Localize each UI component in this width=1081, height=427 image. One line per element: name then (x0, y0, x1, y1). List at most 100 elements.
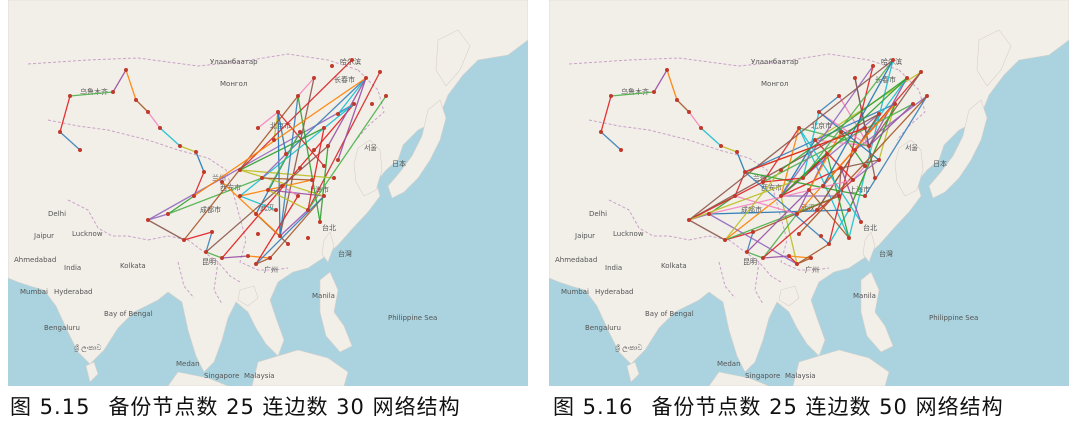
network-node (743, 170, 747, 174)
place-label: ශ්‍රී ලංකාව (74, 344, 101, 353)
map-panel[interactable]: 乌鲁木齐兰州西安市成都市昆明武汉广州北京市上海市哈尔滨长春市台北서울日本Монг… (549, 0, 1069, 386)
land-layer (549, 0, 1069, 386)
network-node (296, 94, 300, 98)
network-node (336, 112, 340, 116)
network-node (146, 110, 150, 114)
network-edge (239, 179, 313, 197)
network-edge (762, 213, 798, 259)
network-node (925, 94, 929, 98)
map-panel[interactable]: 乌鲁木齐兰州西安市成都市昆明武汉广州北京市上海市哈尔滨长春市台北서울日本Монг… (8, 0, 528, 386)
place-label: Bay of Bengal (104, 310, 153, 318)
network-edge (724, 169, 782, 241)
place-label: Kolkata (120, 262, 146, 270)
network-edge (746, 251, 764, 259)
place-label: Улаанбаатар (210, 58, 258, 66)
landmass (8, 0, 528, 373)
network-node (905, 76, 909, 80)
network-edge (600, 131, 622, 151)
place-label: Philippine Sea (929, 314, 978, 322)
network-node (707, 212, 711, 216)
network-edge (267, 131, 301, 191)
landmass (860, 271, 894, 353)
network-node (238, 194, 242, 198)
landmass (251, 349, 349, 386)
network-node (384, 94, 388, 98)
network-edge (676, 99, 690, 113)
network-edge (147, 111, 161, 129)
network-edge (818, 111, 870, 147)
landmass (778, 285, 800, 307)
network-node (350, 58, 354, 62)
network-edge (239, 195, 277, 211)
network-node (330, 64, 334, 68)
land-layer (8, 0, 528, 386)
network-edge (736, 151, 746, 173)
landmass (928, 99, 988, 199)
network-node (272, 138, 276, 142)
network-nodes (58, 58, 388, 266)
network-node (310, 178, 314, 182)
place-label: Mumbai (20, 288, 48, 296)
network-node (761, 256, 765, 260)
network-edge (724, 195, 782, 241)
network-node (863, 194, 867, 198)
landmass (976, 29, 1012, 87)
place-label: Bengaluru (44, 324, 80, 332)
network-node (286, 242, 290, 246)
place-label: ශ්‍රී ලංකාව (615, 344, 642, 353)
network-node (687, 218, 691, 222)
network-edge (744, 171, 830, 245)
landmass (549, 0, 1069, 373)
network-edge (688, 111, 702, 129)
country-border (67, 199, 149, 241)
network-node (268, 256, 272, 260)
network-node (378, 70, 382, 74)
network-edge (147, 219, 185, 241)
landmass (708, 371, 770, 386)
network-node (779, 194, 783, 198)
place-label: Ahmedabad (555, 256, 597, 264)
network-edge (337, 77, 367, 161)
network-node (194, 150, 198, 154)
country-border (568, 53, 900, 71)
network-node (801, 176, 805, 180)
network-node (817, 110, 821, 114)
network-edges (600, 59, 928, 265)
place-label: Medan (176, 360, 200, 368)
network-node (877, 158, 881, 162)
network-edge (261, 177, 313, 181)
network-edge (205, 145, 329, 253)
network-node (158, 126, 162, 130)
network-edge (798, 127, 862, 223)
network-node (797, 126, 801, 130)
place-label: Kolkata (661, 262, 687, 270)
network-edge (307, 127, 325, 211)
network-node (795, 212, 799, 216)
place-label: Delhi (589, 210, 607, 218)
figure-number: 图 5.15 (10, 395, 91, 419)
network-edge (653, 69, 668, 93)
place-label: Bengaluru (585, 324, 621, 332)
place-label: Hyderabad (54, 288, 93, 296)
country-border (608, 199, 690, 241)
network-edge (277, 111, 325, 167)
network-edge (267, 189, 309, 211)
place-labels: 乌鲁木齐兰州西安市成都市昆明武汉广州北京市上海市哈尔滨长春市台北서울日本Монг… (555, 57, 978, 380)
place-label: 台灣 (879, 249, 893, 258)
place-label: 西安市 (220, 183, 241, 192)
network-node (280, 184, 284, 188)
network-node (274, 208, 278, 212)
landmass (167, 371, 229, 386)
network-edge (337, 103, 355, 115)
network-edge (814, 139, 854, 181)
place-label: Ahmedabad (14, 256, 56, 264)
network-edge (167, 177, 263, 215)
network-node (745, 250, 749, 254)
place-label: Singapore (745, 372, 780, 380)
network-node (687, 110, 691, 114)
network-node (246, 254, 250, 258)
place-label: Manila (312, 292, 335, 300)
network-edge (840, 167, 862, 223)
network-edge (247, 255, 271, 259)
figure-caption: 图 5.16 备份节点数 25 连边数 50 网络结构 (553, 392, 1004, 422)
